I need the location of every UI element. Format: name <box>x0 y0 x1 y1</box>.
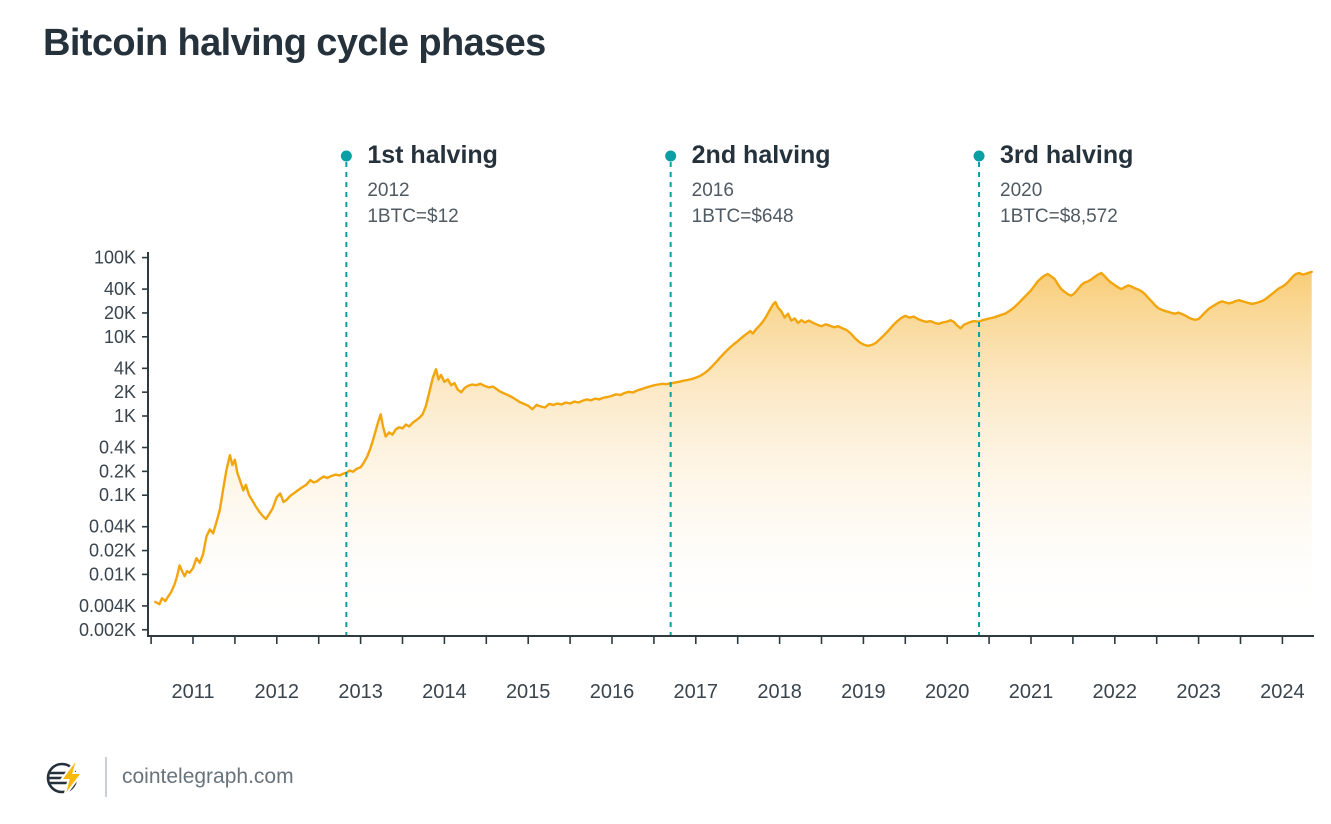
x-year-label: 2018 <box>757 681 802 703</box>
y-tick-label: 0.2K <box>99 461 136 481</box>
x-year-label: 2021 <box>1009 681 1054 703</box>
price-line <box>154 270 1313 606</box>
x-year-label: 2017 <box>674 681 719 703</box>
halving-markers <box>340 150 985 635</box>
x-year-label: 2016 <box>590 681 635 703</box>
y-tick-label: 0.004K <box>79 596 136 616</box>
y-tick-label: 10K <box>104 327 136 347</box>
halving-title: 2nd halving <box>691 141 831 169</box>
page-title: Bitcoin halving cycle phases <box>43 22 546 64</box>
x-year-label: 2011 <box>171 681 214 703</box>
price-area <box>155 271 1312 636</box>
x-year-label: 2012 <box>255 681 300 703</box>
y-tick-label: 0.1K <box>99 485 136 505</box>
halving-title: 3rd halving <box>1000 141 1134 169</box>
halving-price: 1BTC=$8,572 <box>1000 205 1118 227</box>
halving-price: 1BTC=$12 <box>367 205 459 227</box>
halving-title: 1st halving <box>367 141 498 169</box>
y-tick-label: 40K <box>104 279 136 299</box>
x-year-label: 2015 <box>506 681 551 703</box>
x-year-label: 2020 <box>925 681 970 703</box>
y-tick-label: 0.4K <box>99 438 136 458</box>
halving-annotation-2: 2nd halving 2016 1BTC=$648 <box>692 141 831 229</box>
source-text: cointelegraph.com <box>122 765 294 788</box>
cointelegraph-logo <box>46 756 84 798</box>
y-tick-label: 0.01K <box>89 564 136 584</box>
footer: cointelegraph.com <box>42 753 294 801</box>
x-year-label: 2013 <box>338 681 383 703</box>
halving-year: 2016 <box>691 180 734 201</box>
y-tick-label: 4K <box>114 358 136 378</box>
halving-year: 2012 <box>367 180 410 201</box>
x-year-label: 2022 <box>1093 681 1138 703</box>
halving-annotation-3: 3rd halving 2020 1BTC=$8,572 <box>1000 141 1133 229</box>
halving-price: 1BTC=$648 <box>691 205 794 227</box>
footer-divider <box>105 757 107 797</box>
y-axis-ticks-and-labels: 100K 40K 20K 10K 4K 2K 1K 0.4K 0.2K 0.1K 0.04K 0.02… <box>79 248 148 640</box>
x-year-label: 2019 <box>841 681 886 703</box>
x-year-label: 2024 <box>1260 681 1305 703</box>
x-year-label: 2014 <box>422 681 467 703</box>
y-tick-label: 1K <box>114 406 136 426</box>
y-tick-label: 2K <box>114 382 136 402</box>
halving-dot-2 <box>665 150 677 162</box>
x-axis-labels: 2011 2012 2013 2014 2015 2016 2017 2018 2019 2020… <box>171 681 1304 703</box>
y-tick-label: 0.002K <box>79 620 136 640</box>
x-axis-ticks <box>150 636 1284 644</box>
lightning-bolt-icon <box>59 756 84 798</box>
x-year-label: 2023 <box>1176 681 1221 703</box>
halving-annotation-1: 1st halving 2012 1BTC=$12 <box>367 141 498 229</box>
halving-dot-1 <box>340 150 352 162</box>
y-tick-label: 100K <box>94 248 136 268</box>
y-tick-label: 0.02K <box>89 541 136 561</box>
y-tick-label: 0.04K <box>89 517 136 537</box>
halving-dot-3 <box>973 150 985 162</box>
halving-year: 2020 <box>1000 180 1043 201</box>
y-tick-label: 20K <box>104 303 136 323</box>
